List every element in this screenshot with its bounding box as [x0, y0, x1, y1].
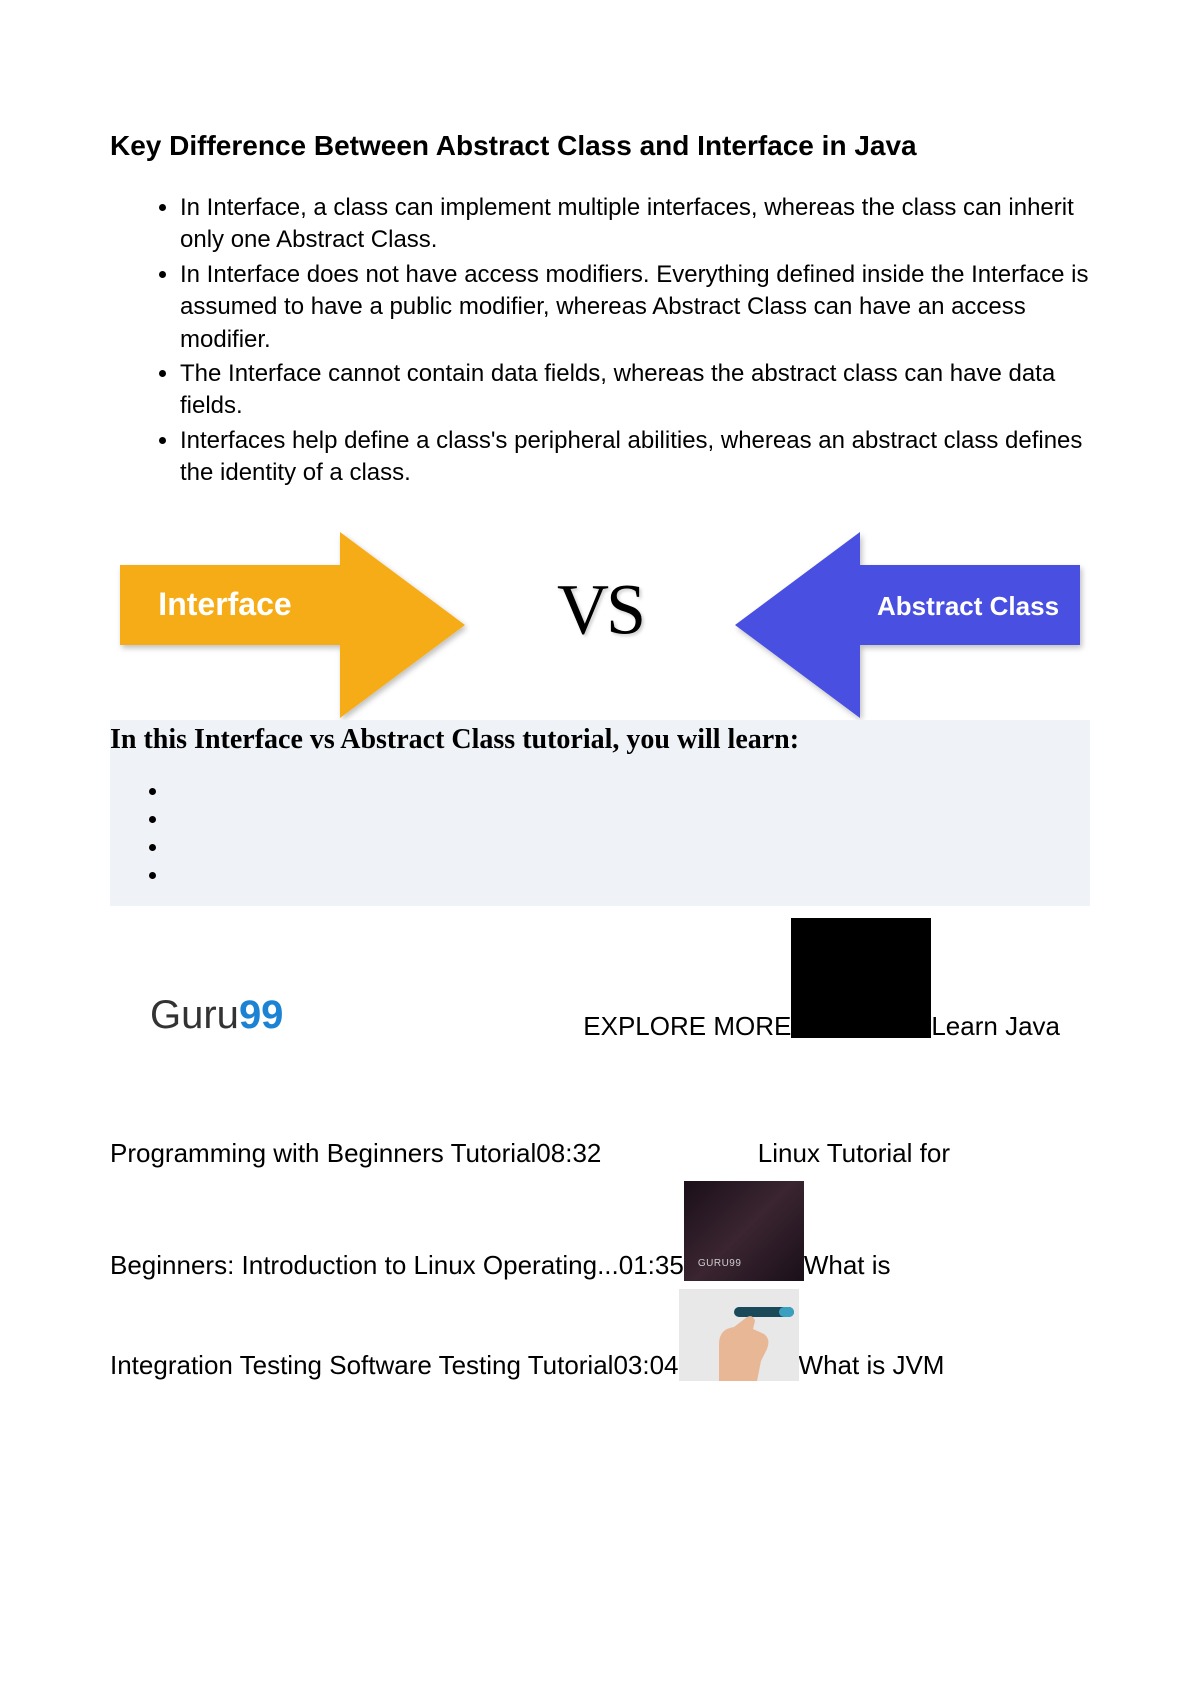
video-title-part[interactable]: Integration Testing Software Testing Tut… — [110, 1350, 679, 1381]
list-item: In Interface, a class can implement mult… — [180, 192, 1090, 257]
abstract-class-arrow-label: Abstract Class — [877, 591, 1059, 621]
list-item: Interfaces help define a class's periphe… — [180, 425, 1090, 490]
interface-arrow-label: Interface — [158, 586, 291, 622]
page-title: Key Difference Between Abstract Class an… — [110, 130, 1090, 162]
toc-item[interactable] — [170, 832, 1090, 860]
vs-comparison-graphic: Interface VS Abstract Class — [110, 510, 1090, 720]
explore-block: EXPLORE MORE Learn Java — [583, 918, 1060, 1038]
video-title-part[interactable]: Beginners: Introduction to Linux Operati… — [110, 1250, 684, 1281]
toc-list — [110, 776, 1090, 888]
toc-item[interactable] — [170, 860, 1090, 888]
video-row: Integration Testing Software Testing Tut… — [110, 1289, 1090, 1381]
logo-text-99: 99 — [239, 993, 284, 1037]
vs-label: VS — [557, 569, 643, 652]
logo-text-guru: Guru — [150, 993, 239, 1037]
video-thumbnail-placeholder[interactable] — [791, 918, 931, 1038]
video-row: Beginners: Introduction to Linux Operati… — [110, 1181, 1090, 1281]
list-item: In Interface does not have access modifi… — [180, 259, 1090, 356]
learn-java-link[interactable]: Learn Java — [931, 1011, 1060, 1042]
interface-arrow-icon: Interface — [110, 530, 470, 720]
list-item: The Interface cannot contain data fields… — [180, 358, 1090, 423]
explore-more-label: EXPLORE MORE — [583, 1011, 791, 1042]
video-title-part[interactable]: Linux Tutorial for — [758, 1138, 950, 1169]
toc-item[interactable] — [170, 804, 1090, 832]
toc-heading: In this Interface vs Abstract Class tuto… — [110, 724, 1090, 756]
video-title-part[interactable]: What is — [804, 1250, 891, 1281]
abstract-class-arrow-icon: Abstract Class — [730, 530, 1090, 720]
key-differences-list: In Interface, a class can implement mult… — [110, 192, 1090, 490]
table-of-contents: In this Interface vs Abstract Class tuto… — [110, 720, 1090, 906]
video-row: Programming with Beginners Tutorial08:32… — [110, 1138, 1090, 1169]
video-title-part[interactable]: What is JVM — [799, 1350, 945, 1381]
video-title-part[interactable]: Programming with Beginners Tutorial08:32 — [110, 1138, 601, 1169]
related-videos-section: Programming with Beginners Tutorial08:32… — [110, 1138, 1090, 1381]
logo-explore-row: Guru99 EXPLORE MORE Learn Java — [110, 918, 1090, 1038]
guru99-logo: Guru99 — [150, 993, 283, 1038]
video-thumbnail-icon[interactable] — [684, 1181, 804, 1281]
toc-item[interactable] — [170, 776, 1090, 804]
document-page: Key Difference Between Abstract Class an… — [0, 0, 1200, 1381]
video-thumbnail-icon[interactable] — [679, 1289, 799, 1381]
